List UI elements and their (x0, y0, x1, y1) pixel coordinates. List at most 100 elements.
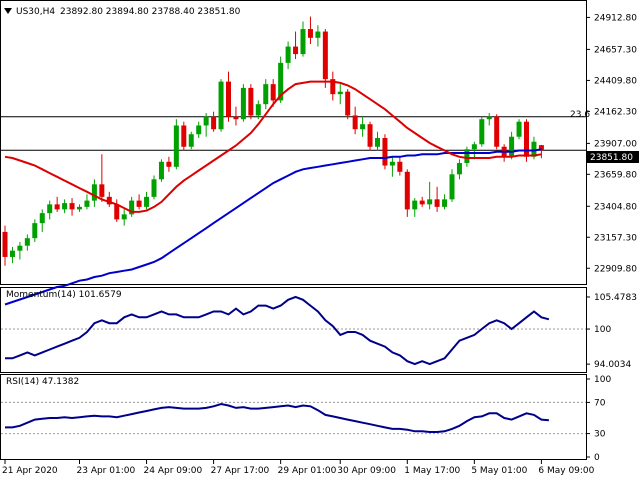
candle-body (531, 141, 537, 157)
candle-body (464, 149, 470, 164)
candle-body (173, 125, 179, 167)
y-tick-label: 24657.30 (594, 45, 637, 55)
candle-body (233, 116, 239, 120)
candle-body (166, 161, 172, 167)
candle-body (434, 199, 440, 207)
rsi-title: RSI(14) 47.1382 (6, 377, 79, 387)
candle-body (486, 116, 492, 120)
candle-body (151, 179, 157, 197)
x-tick-label: 1 May 17:00 (404, 466, 460, 476)
rsi-y-tick-label: 70 (594, 398, 606, 408)
candle-body (203, 116, 209, 126)
candle-body (62, 203, 68, 210)
y-tick-label: 24912.80 (594, 13, 637, 23)
x-tick-label: 21 Apr 2020 (2, 466, 58, 476)
candle-body (456, 163, 462, 175)
candle-body (24, 238, 30, 246)
candle-body (181, 125, 187, 147)
candle-body (352, 115, 358, 130)
momentum-panel-frame (0, 287, 587, 373)
candle-body (226, 81, 231, 117)
price-tag-text: 23851.80 (590, 153, 633, 163)
candle-body (144, 196, 150, 207)
candle-body (322, 31, 328, 80)
axes-layer: 24912.80 24657.30 24409.80 24162.30 23907.00… (2, 13, 637, 476)
candle-body (449, 174, 455, 200)
current-price-tag: 23851.80 (587, 151, 639, 163)
candle-body (218, 81, 224, 130)
candle-body (54, 204, 60, 210)
candle-body (121, 214, 127, 220)
candle-body (248, 87, 254, 116)
x-tick-label: 30 Apr 09:00 (337, 466, 396, 476)
candle-body (419, 200, 425, 205)
candle-body (337, 91, 343, 95)
candle-body (17, 245, 23, 251)
y-tick-label: 23907.00 (594, 139, 637, 149)
candle-body (330, 79, 336, 95)
y-tick-label: 23659.80 (594, 170, 637, 180)
momentum-y-tick-label: 100 (594, 325, 611, 335)
triangle-down-icon[interactable] (4, 8, 12, 14)
candle-body (412, 200, 418, 210)
candle-body (69, 203, 75, 210)
candle-body (524, 121, 529, 157)
candle-body (136, 200, 142, 207)
candle-body (404, 171, 410, 210)
candle-body (240, 87, 246, 120)
candle-body (285, 46, 291, 63)
candle-body (442, 199, 448, 207)
rsi-y-tick-label: 100 (594, 375, 611, 385)
y-tick-label: 24162.30 (594, 107, 637, 117)
candle-body (158, 161, 164, 180)
candle-body (360, 124, 366, 130)
x-tick-label: 29 Apr 01:00 (278, 466, 337, 476)
ohlc-label: 23892.80 23894.80 23788.40 23851.80 (60, 7, 241, 17)
momentum-plot-layer (1, 295, 586, 366)
x-tick-label: 24 Apr 09:00 (144, 466, 203, 476)
x-tick-label: 23 Apr 01:00 (77, 466, 136, 476)
candle-body (471, 144, 477, 150)
candle-body (538, 145, 544, 151)
candle-body (114, 204, 120, 220)
candle-body (39, 213, 45, 224)
y-tick-label: 23157.30 (594, 233, 637, 243)
y-tick-label: 24409.80 (594, 76, 637, 86)
y-tick-label: 23404.80 (594, 202, 637, 212)
candle-body (367, 124, 373, 147)
hline-label: 23.6 (570, 110, 590, 120)
candle-body (84, 200, 90, 207)
y-tick-label: 22909.80 (594, 264, 637, 274)
candle-body (293, 46, 299, 55)
rsi-line (5, 402, 549, 433)
candle-body (106, 196, 112, 205)
x-tick-label: 27 Apr 17:00 (211, 466, 270, 476)
rsi-plot-layer (1, 401, 586, 435)
candle-body (494, 116, 500, 147)
price-tag-box (587, 151, 639, 163)
candle-body (375, 137, 380, 147)
moving-average-blue (4, 148, 542, 306)
candle-body (263, 84, 269, 105)
candle-body (196, 125, 202, 135)
rsi-y-tick-label: 30 (594, 430, 606, 440)
candle-body (300, 29, 306, 55)
momentum-title: Momentum(14) 101.6579 (6, 290, 122, 300)
candle-body (99, 184, 105, 197)
candle-body (188, 134, 194, 147)
candle-body (315, 31, 321, 38)
candle-body (479, 119, 485, 145)
main-plot-layer (1, 16, 586, 306)
momentum-panel (0, 287, 587, 373)
momentum-line (5, 295, 550, 366)
candle-body (9, 250, 15, 257)
candle-body (91, 184, 97, 201)
candle-body (211, 116, 217, 130)
momentum-y-tick-label: 94.0034 (594, 360, 631, 370)
candle-body (278, 62, 284, 101)
rsi-y-tick-label: 0 (594, 453, 600, 463)
candle-body (307, 29, 313, 38)
candle-body (77, 206, 82, 210)
candle-body (47, 204, 53, 214)
